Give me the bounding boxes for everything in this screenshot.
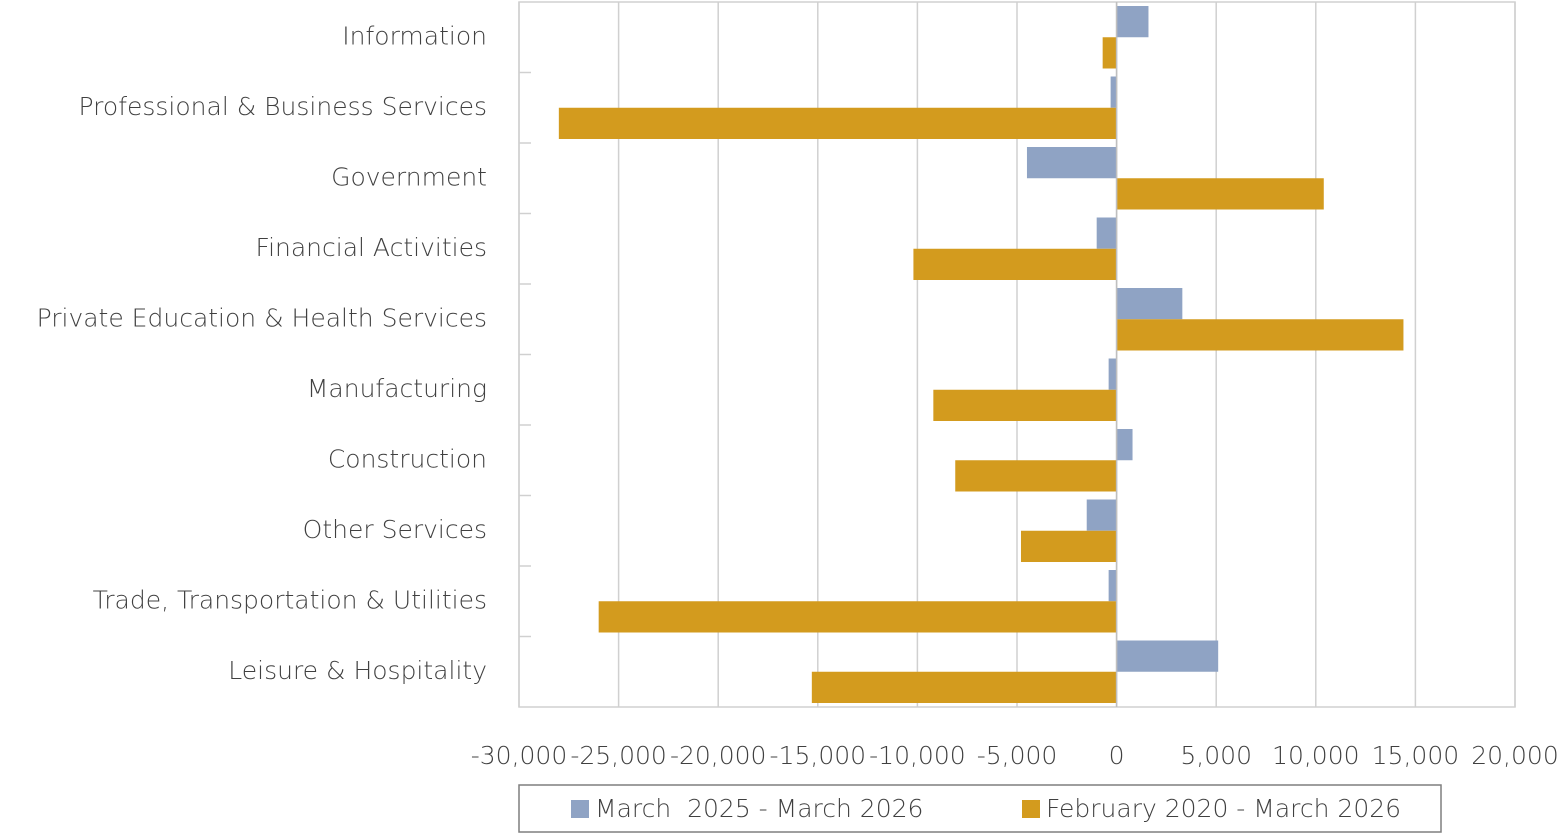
- x-tick-label: 10,000: [1272, 741, 1359, 770]
- y-tick-label: Leisure & Hospitality: [228, 656, 487, 685]
- y-tick-label: Information: [342, 21, 487, 50]
- y-tick-label: Private Education & Health Services: [37, 303, 487, 332]
- y-tick-label: Other Services: [303, 515, 487, 544]
- bar: [1110, 76, 1117, 108]
- x-tick-label: -25,000: [570, 741, 667, 770]
- bar: [913, 248, 1117, 280]
- bar: [933, 389, 1117, 421]
- x-tick-label: -30,000: [471, 741, 568, 770]
- y-tick-label: Manufacturing: [307, 374, 487, 403]
- bar: [558, 107, 1117, 139]
- bar: [1116, 319, 1404, 351]
- x-tick-label: 15,000: [1372, 741, 1459, 770]
- bar: [1108, 358, 1117, 390]
- y-tick-label: Government: [331, 162, 487, 191]
- legend-box: [518, 784, 1442, 833]
- bar: [1116, 288, 1183, 320]
- bar: [1116, 6, 1149, 38]
- y-tick-label: Construction: [328, 444, 487, 473]
- bar: [1086, 499, 1117, 531]
- legend-label: March 2025 - March 2026: [595, 794, 923, 823]
- bar: [598, 601, 1117, 633]
- legend-swatch: [1022, 800, 1040, 818]
- x-tick-label: 0: [1109, 741, 1125, 770]
- x-tick-label: -15,000: [770, 741, 867, 770]
- bar: [955, 460, 1117, 492]
- bar: [1102, 37, 1117, 69]
- bar: [1026, 147, 1117, 179]
- x-tick-label: 5,000: [1180, 741, 1252, 770]
- legend-label: February 2020 - March 2026: [1046, 794, 1401, 823]
- x-tick-label: -20,000: [670, 741, 767, 770]
- bar: [1020, 530, 1117, 562]
- y-tick-label: Professional & Business Services: [79, 92, 487, 121]
- bar: [1116, 429, 1133, 461]
- bar: [1116, 640, 1219, 672]
- x-tick-label: -5,000: [977, 741, 1058, 770]
- x-tick-label: 20,000: [1471, 741, 1558, 770]
- y-tick-label: Financial Activities: [256, 233, 487, 262]
- legend-swatch: [571, 800, 589, 818]
- x-tick-label: -10,000: [869, 741, 966, 770]
- bar: [1108, 570, 1117, 602]
- bar: [1116, 178, 1324, 210]
- bar: [811, 671, 1117, 703]
- bar: [1096, 217, 1117, 249]
- y-tick-label: Trade, Transportation & Utilities: [93, 585, 487, 614]
